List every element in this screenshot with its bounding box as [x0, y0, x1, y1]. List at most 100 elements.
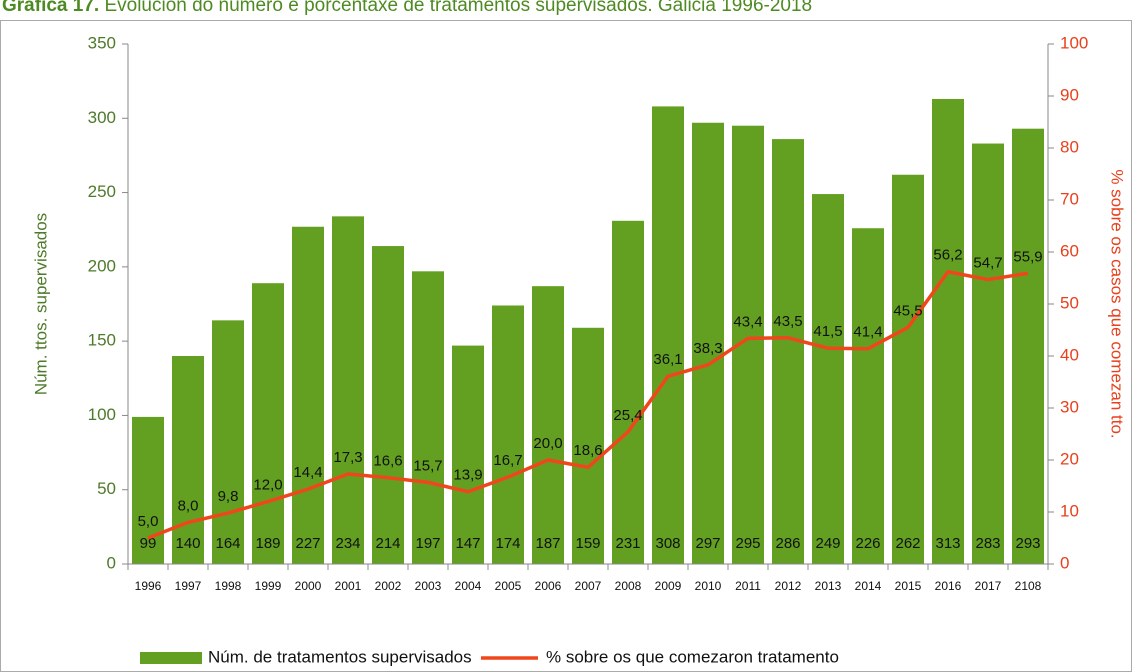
x-tick-label: 2003 [415, 579, 442, 593]
y-tick-label: 100 [88, 405, 116, 424]
line-value-label: 13,9 [453, 467, 482, 484]
x-tick-label: 2016 [935, 579, 962, 593]
y-tick-label: 150 [88, 331, 116, 350]
x-tick-label: 1996 [135, 579, 162, 593]
bar [892, 174, 924, 564]
bar [932, 98, 964, 564]
title-text: Evolución do número e porcentaxe de trat… [104, 0, 812, 16]
x-tick-label: 2011 [735, 579, 761, 593]
bar [292, 226, 324, 564]
x-tick-label: 2108 [1015, 579, 1042, 593]
bar [972, 143, 1004, 565]
bar-value-label: 297 [695, 535, 720, 552]
y-tick-label: 200 [88, 256, 116, 275]
bar-value-label: 227 [295, 535, 320, 552]
y2-tick-label: 90 [1060, 85, 1079, 104]
line-value-label: 16,7 [493, 452, 522, 469]
x-tick-label: 2006 [535, 579, 562, 593]
x-tick-label: 2015 [895, 579, 922, 593]
line-value-label: 15,7 [413, 457, 442, 474]
line-value-label: 54,7 [973, 255, 1002, 272]
bar [332, 216, 364, 565]
x-tick-label: 2017 [975, 579, 1002, 593]
bar-value-label: 249 [815, 535, 840, 552]
x-tick-label: 1997 [175, 579, 202, 593]
line-value-label: 43,4 [733, 313, 762, 330]
x-tick-label: 2012 [775, 579, 802, 593]
x-tick-label: 2005 [495, 579, 522, 593]
line-value-label: 36,1 [653, 351, 682, 368]
y-tick-label: 250 [88, 182, 116, 201]
x-tick-label: 2008 [615, 579, 642, 593]
bar-value-label: 187 [535, 535, 560, 552]
line-value-label: 38,3 [693, 340, 722, 357]
bar [852, 228, 884, 564]
x-tick-label: 2001 [335, 579, 362, 593]
line-value-label: 5,0 [138, 513, 159, 530]
y2-tick-label: 20 [1060, 449, 1079, 468]
y2-tick-label: 50 [1060, 293, 1079, 312]
x-tick-label: 2009 [655, 579, 682, 593]
bar [252, 283, 284, 564]
bar [172, 356, 204, 564]
bar [572, 327, 604, 564]
x-tick-label: 1999 [255, 579, 282, 593]
bar [452, 345, 484, 564]
line-value-label: 43,5 [773, 313, 802, 330]
bar [652, 106, 684, 565]
bar [532, 286, 564, 564]
bar-value-label: 189 [255, 535, 280, 552]
line-value-label: 14,4 [293, 464, 322, 481]
bar-value-label: 99 [140, 535, 157, 552]
legend-label: Núm. de tratamentos supervisados [208, 647, 472, 666]
bar [132, 416, 164, 564]
x-tick-label: 2004 [455, 579, 482, 593]
y-axis-label: Núm. ttos. supervisados [31, 213, 50, 395]
y-tick-label: 50 [97, 479, 116, 498]
y2-tick-label: 60 [1060, 241, 1079, 260]
bar-value-label: 226 [855, 535, 880, 552]
legend-label: % sobre os que comezaron tratamento [546, 647, 839, 666]
line-value-label: 8,0 [178, 497, 199, 514]
line [147, 270, 1029, 540]
bar-value-label: 140 [175, 535, 200, 552]
bar [612, 220, 644, 565]
bar-value-label: 174 [495, 535, 520, 552]
bar [412, 271, 444, 564]
x-tick-label: 2014 [855, 579, 882, 593]
bar-value-label: 147 [455, 535, 480, 552]
bar-value-label: 234 [335, 535, 360, 552]
bar-value-label: 231 [615, 535, 640, 552]
bar [812, 194, 844, 565]
y2-tick-label: 30 [1060, 397, 1079, 416]
line-value-label: 56,2 [933, 247, 962, 264]
y2-tick-label: 40 [1060, 345, 1079, 364]
bar-value-label: 197 [415, 535, 440, 552]
line-value-label: 41,4 [853, 324, 882, 341]
bar [1012, 128, 1044, 564]
line-value-label: 45,5 [893, 302, 922, 319]
bar [772, 139, 804, 565]
y-tick-label: 0 [107, 553, 116, 572]
y2-tick-label: 70 [1060, 189, 1079, 208]
bar [692, 122, 724, 564]
x-tick-label: 2013 [815, 579, 842, 593]
bar [492, 305, 524, 564]
line-value-label: 12,0 [253, 477, 282, 494]
line-value-label: 25,4 [613, 407, 642, 424]
y-tick-label: 300 [88, 108, 116, 127]
line-value-label: 55,9 [1013, 248, 1042, 265]
y2-tick-label: 80 [1060, 137, 1079, 156]
legend-swatch [140, 652, 202, 664]
y2-tick-label: 100 [1060, 33, 1088, 52]
bar-value-label: 313 [935, 535, 960, 552]
line-value-label: 20,0 [533, 435, 562, 452]
line-value-label: 17,3 [333, 449, 362, 466]
bar-value-label: 308 [655, 535, 680, 552]
bar-value-label: 295 [735, 535, 760, 552]
y2-tick-label: 10 [1060, 501, 1079, 520]
bar-value-label: 262 [895, 535, 920, 552]
bar-value-label: 293 [1015, 535, 1040, 552]
x-tick-label: 1998 [215, 579, 242, 593]
